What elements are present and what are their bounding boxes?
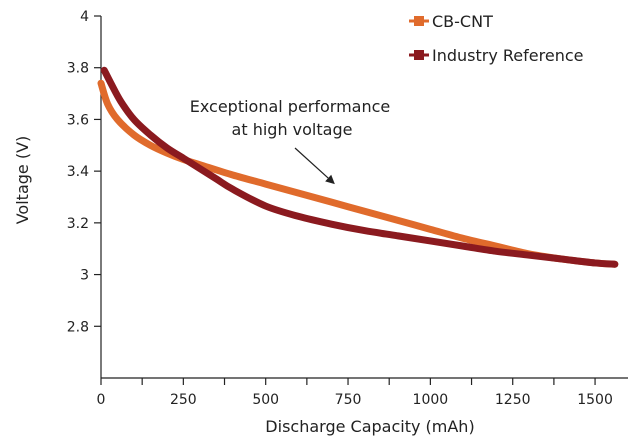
x-tick-label: 500 — [252, 392, 279, 408]
annotation: Exceptional performance at high voltage — [190, 97, 391, 185]
legend-label-cb-cnt: CB-CNT — [432, 12, 493, 31]
y-tick-label: 3 — [80, 268, 89, 284]
annotation-arrowhead — [325, 174, 335, 185]
y-ticks: 2.8 3 3.2 3.4 3.6 3.8 4 — [67, 9, 101, 335]
legend-marker-industry-reference — [414, 50, 424, 60]
y-tick-label: 3.6 — [67, 112, 89, 128]
x-tick-label: 1000 — [413, 392, 449, 408]
y-axis-title: Voltage (V) — [13, 136, 32, 225]
axes — [100, 16, 628, 379]
y-tick-label: 3.4 — [67, 164, 89, 180]
legend-item-industry-reference: Industry Reference — [409, 46, 583, 65]
legend-label-industry-reference: Industry Reference — [432, 46, 583, 65]
y-tick-label: 3.2 — [67, 216, 89, 232]
legend: CB-CNT Industry Reference — [409, 12, 583, 65]
x-tick-label: 250 — [170, 392, 197, 408]
y-tick-label: 2.8 — [67, 319, 89, 335]
x-tick-label: 0 — [97, 392, 106, 408]
annotation-arrow — [294, 147, 329, 179]
y-tick-label: 3.8 — [67, 61, 89, 77]
legend-item-cb-cnt: CB-CNT — [409, 12, 493, 31]
x-ticks: 0 250 500 750 1000 1250 1500 — [97, 378, 613, 408]
legend-marker-cb-cnt — [414, 16, 424, 26]
series-layer — [97, 66, 619, 268]
x-tick-label: 1250 — [495, 392, 531, 408]
series-line-industry-reference — [100, 66, 619, 268]
annotation-line-1: Exceptional performance — [190, 97, 391, 116]
x-axis-title: Discharge Capacity (mAh) — [265, 417, 474, 436]
x-tick-label: 1500 — [577, 392, 613, 408]
x-tick-label: 750 — [335, 392, 362, 408]
annotation-line-2: at high voltage — [232, 120, 353, 139]
y-tick-label: 4 — [80, 9, 89, 25]
